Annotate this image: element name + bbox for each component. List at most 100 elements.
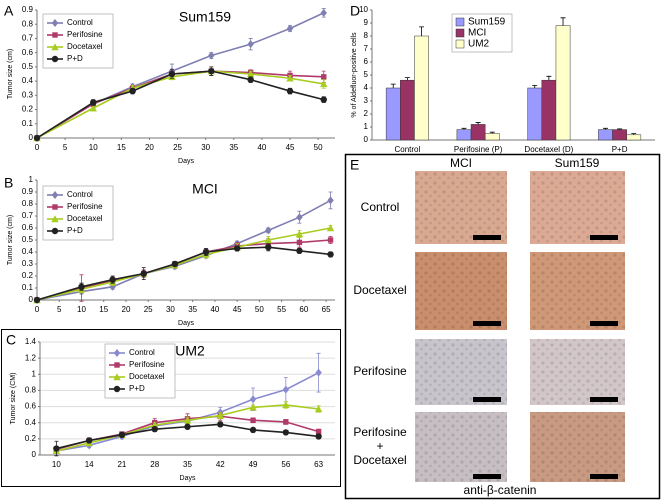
point: [208, 67, 215, 75]
legend-label: Control: [67, 18, 93, 27]
image-texture: [530, 171, 625, 244]
x-tick-label: 35: [229, 143, 238, 152]
y-axis-label: Tumor size (CM): [10, 373, 17, 425]
y-tick-label: 0: [364, 135, 369, 144]
x-tick-label: 42: [216, 460, 225, 469]
legend-marker: [52, 204, 58, 210]
bar: [484, 133, 500, 141]
point: [250, 417, 256, 423]
x-tick-label: Control: [394, 145, 420, 154]
legend-marker: [51, 191, 59, 199]
x-tick-label: 10: [52, 460, 61, 469]
y-tick-label: 0.5: [22, 62, 34, 71]
point: [320, 96, 327, 103]
legend-label: Sum159: [468, 17, 506, 28]
legend-marker: [51, 19, 59, 27]
y-tick-label: 0.1: [22, 283, 34, 292]
panel-letter: E: [350, 157, 359, 173]
x-tick-label: Perifosine (P): [454, 145, 503, 154]
scale-bar: [590, 474, 618, 479]
point: [296, 247, 303, 254]
y-tick-label: 4: [364, 83, 369, 92]
point: [208, 51, 215, 60]
x-tick-label: 56: [281, 460, 290, 469]
point: [283, 419, 289, 425]
error-bar: [461, 127, 467, 130]
point: [314, 405, 323, 413]
y-tick-label: 0.6: [22, 223, 34, 232]
error-bar: [404, 77, 410, 81]
point: [320, 8, 327, 17]
point: [286, 24, 294, 33]
series-line: [36, 70, 324, 139]
point: [184, 423, 191, 430]
point: [265, 226, 272, 235]
x-tick-label: Docetaxel (D): [524, 145, 573, 154]
scale-bar: [473, 235, 501, 240]
point: [315, 433, 322, 440]
legend-label: Control: [129, 348, 155, 357]
image-texture: [530, 412, 625, 482]
x-tick-label: 63: [314, 460, 323, 469]
legend-marker: [113, 349, 121, 357]
x-tick-label: P+D: [612, 145, 628, 154]
column-header: Sum159: [555, 156, 600, 170]
x-tick-label: 14: [85, 460, 94, 469]
x-axis-label: Days: [178, 158, 194, 165]
image-texture: [530, 252, 625, 330]
y-tick-label: 8: [364, 31, 369, 40]
y-tick-label: 1.4: [25, 337, 37, 346]
legend-label: Control: [67, 190, 93, 199]
bar: [400, 79, 415, 141]
y-tick-label: 5: [364, 70, 369, 79]
bar: [385, 87, 401, 141]
point: [33, 134, 41, 142]
column-header: MCI: [450, 156, 472, 170]
point: [216, 411, 224, 419]
point: [282, 385, 290, 394]
point: [327, 251, 334, 258]
row-label: Perifosine: [353, 364, 407, 378]
panel-letter: C: [6, 332, 16, 348]
point: [202, 248, 210, 256]
chart-title: Sum159: [179, 9, 231, 25]
legend-marker: [51, 215, 59, 223]
x-tick-label: 30: [166, 305, 175, 314]
y-tick-label: 3: [364, 96, 369, 105]
legend-label: P+D: [67, 54, 83, 63]
scale-bar: [590, 235, 618, 240]
x-tick-label: 0: [35, 305, 40, 314]
x-axis-label: Days: [178, 320, 194, 327]
point: [183, 416, 192, 424]
point: [321, 74, 327, 80]
legend-label: Perifosine: [67, 202, 103, 211]
bar: [541, 79, 557, 141]
panel-letter: A: [4, 3, 14, 19]
series-line: [36, 199, 331, 301]
error-bar: [390, 83, 396, 88]
point: [85, 437, 93, 444]
y-axis-label: Tumor size (cm): [7, 215, 14, 265]
y-tick-label: 1: [29, 175, 34, 184]
y-tick-label: 0.4: [25, 418, 37, 427]
bar: [598, 129, 613, 141]
image-texture: [530, 339, 625, 405]
y-tick-label: 1: [32, 369, 37, 378]
y-tick-label: 0.7: [22, 211, 34, 220]
point: [171, 260, 179, 268]
legend-label: UM2: [468, 39, 490, 50]
legend-marker: [114, 362, 120, 368]
chart-title: UM2: [175, 343, 205, 359]
row-label: Perifosine: [353, 425, 407, 439]
point: [89, 104, 97, 112]
y-tick-label: 0.2: [22, 271, 34, 280]
x-tick-label: 5: [63, 143, 68, 152]
bar: [470, 124, 486, 141]
y-tick-label: 0.8: [25, 386, 37, 395]
y-tick-label: 0: [32, 450, 37, 459]
panel-letter: D: [350, 3, 360, 19]
y-tick-label: 0.5: [22, 235, 34, 244]
series-line: [36, 70, 324, 139]
legend-marker: [52, 32, 58, 38]
y-tick-label: 0.3: [22, 259, 34, 268]
